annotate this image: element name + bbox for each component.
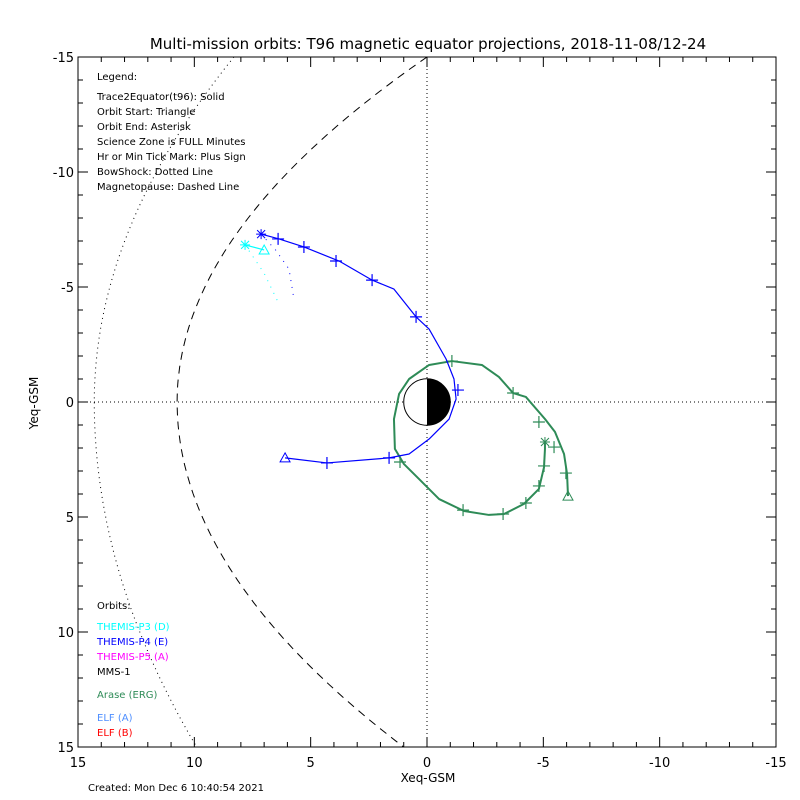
x-tick-label: -10	[649, 756, 670, 771]
y-tick-label: 15	[57, 741, 74, 756]
legend-line: Hr or Min Tick Mark: Plus Sign	[97, 152, 246, 163]
orbit-start-triangle	[562, 490, 574, 501]
orbit-end-asterisk	[240, 239, 251, 250]
tick-mark	[320, 456, 333, 469]
tick-mark	[366, 274, 379, 287]
orbit-legend-item: ELF (A)	[97, 713, 133, 724]
x-tick-label: -15	[765, 756, 786, 771]
orbit-start-triangle	[279, 451, 291, 463]
legend-line: Science Zone is FULL Minutes	[97, 137, 246, 148]
tick-mark	[445, 355, 458, 368]
chart-title: Multi-mission orbits: T96 magnetic equat…	[150, 35, 706, 53]
orbit-themis-p3-d-	[240, 239, 280, 305]
orbit-legend-item: THEMIS-P4 (E)	[96, 637, 168, 648]
orbit-legend-item: THEMIS-P5 (A)	[96, 652, 169, 663]
tick-mark	[410, 310, 423, 323]
tick-mark	[548, 441, 561, 454]
created-timestamp: Created: Mon Dec 6 10:40:54 2021	[88, 783, 264, 794]
y-tick-label: -10	[53, 166, 74, 181]
y-tick-label: 10	[57, 626, 74, 641]
orbit-line	[260, 233, 457, 464]
trace-line	[244, 244, 280, 305]
tick-mark	[451, 384, 464, 397]
orbit-legend-item: MMS-1	[97, 667, 131, 678]
x-tick-label: 10	[186, 756, 203, 771]
y-axis-label: Yeq-GSM	[27, 377, 41, 431]
plot-frame	[77, 56, 777, 748]
legend-line: Orbit End: Asterisk	[97, 122, 191, 133]
orbit-arase-erg-	[392, 355, 574, 521]
orbits-legend-title: Orbits:	[97, 601, 131, 612]
y-tick-label: -5	[61, 281, 74, 296]
y-tick-label: -15	[53, 51, 74, 66]
legend-line: Orbit Start: Triangle	[97, 107, 195, 118]
tick-mark	[297, 240, 310, 253]
orbit-legend-item: ELF (B)	[97, 728, 133, 739]
tick-mark	[457, 504, 470, 517]
legend-line: BowShock: Dotted Line	[97, 167, 213, 178]
boundaries-layer	[93, 56, 428, 748]
tick-mark	[538, 459, 551, 472]
orbit-start-triangle	[258, 243, 270, 255]
tick-mark	[559, 467, 572, 480]
y-tick-label: 0	[66, 396, 74, 411]
orbit-end-asterisk	[539, 437, 550, 448]
tick-mark	[497, 508, 510, 521]
tick-mark	[532, 416, 545, 429]
orbit-end-asterisk	[256, 229, 267, 240]
tick-mark	[507, 387, 520, 400]
x-tick-label: 15	[70, 756, 87, 771]
x-tick-label: 0	[423, 756, 431, 771]
orbit-legend-item: Arase (ERG)	[97, 690, 158, 701]
earth-nightside	[427, 378, 451, 426]
legend-title: Legend:	[97, 72, 137, 83]
tick-mark	[532, 479, 545, 492]
bow-shock-line	[93, 56, 235, 748]
orbits-legend: Orbits: THEMIS-P3 (D) THEMIS-P4 (E) THEMIS…	[96, 601, 170, 739]
orbit-legend-item: THEMIS-P3 (D)	[96, 622, 170, 633]
tick-mark	[394, 456, 407, 469]
y-tick-label: 5	[66, 511, 74, 526]
orbits-layer	[240, 229, 574, 521]
tick-mark	[330, 255, 343, 268]
tick-mark	[272, 232, 285, 245]
legend-line: Magnetopause: Dashed Line	[97, 182, 239, 193]
legend: Legend: Trace2Equator(t96): Solid Orbit S…	[96, 72, 246, 193]
legend-line: Trace2Equator(t96): Solid	[96, 92, 225, 103]
tick-mark	[383, 451, 396, 464]
orbit-themis-p4-e-	[256, 229, 464, 469]
x-axis-label: Xeq-GSM	[401, 771, 456, 785]
x-tick-label: 5	[307, 756, 315, 771]
orbit-line	[244, 244, 265, 251]
earth-icon	[403, 378, 451, 426]
x-tick-label: -5	[537, 756, 550, 771]
orbit-line	[392, 360, 569, 516]
tick-mark	[519, 496, 532, 509]
